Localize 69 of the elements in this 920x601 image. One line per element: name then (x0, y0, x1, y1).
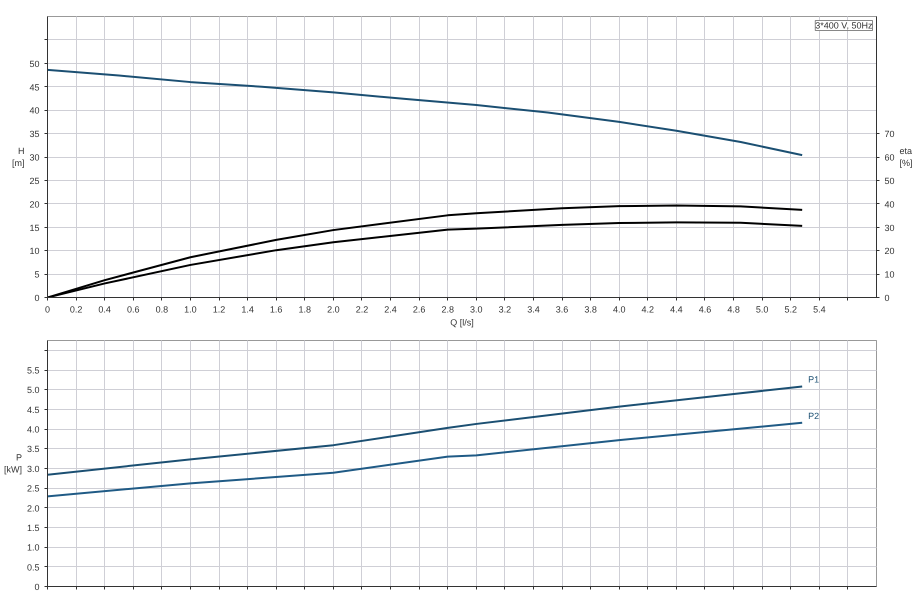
y-tick-label: 5.5 (26, 366, 40, 376)
y2-tick-label: 30 (884, 222, 895, 233)
series-label: P2 (808, 410, 820, 421)
x-tick-label: 2.2 (356, 304, 368, 314)
x-tick-label: 3.8 (584, 304, 597, 314)
y-tick-label: 5.0 (26, 385, 40, 396)
x-tick-label: 1.4 (241, 304, 254, 314)
y-tick-label: 50 (29, 58, 40, 69)
line-series (48, 422, 804, 498)
y-tick-label: 20 (29, 199, 40, 210)
x-tick-label: 2.0 (327, 304, 340, 314)
y-tick-label: 4.0 (26, 424, 40, 435)
y2-tick-label: 10 (884, 270, 895, 280)
x-tick-label: 4.6 (698, 304, 712, 314)
x-tick-label: 3.0 (470, 304, 483, 314)
y-axis-title: H [m] (12, 146, 24, 168)
y2-axis-title: eta [%] (900, 146, 913, 168)
y-tick-label: 0 (34, 582, 40, 592)
annotation: 3*400 V, 50Hz (815, 20, 873, 30)
x-tick-label: 0.8 (156, 304, 168, 314)
y2-tick-label: 70 (884, 129, 895, 140)
line-series (48, 386, 804, 476)
x-axis-title: Q [l/s] (450, 318, 474, 328)
y-tick-label: 15 (29, 222, 40, 233)
x-tick-label: 5.0 (756, 304, 768, 314)
y-tick-label: 1.5 (26, 522, 40, 533)
x-tick-label: 5.2 (784, 304, 797, 314)
y-tick-label: 0.5 (26, 562, 40, 572)
y-tick-label: 45 (29, 82, 40, 92)
y-tick-label: 0 (34, 293, 40, 303)
y-tick-label: 40 (29, 106, 40, 116)
y2-tick-label: 0 (884, 293, 890, 303)
y-tick-label: 25 (29, 176, 40, 186)
y-tick-label: 30 (29, 152, 40, 162)
x-tick-label: 3.6 (556, 304, 568, 314)
y2-tick-label: 20 (884, 246, 895, 256)
x-tick-label: 4.2 (642, 304, 654, 314)
x-tick-label: 5.4 (813, 304, 826, 314)
x-tick-label: 0 (44, 304, 50, 314)
y-tick-label: 4.5 (26, 404, 40, 415)
y-tick-label: 3.0 (26, 464, 40, 474)
x-tick-label: 4.8 (727, 304, 740, 314)
x-tick-label: 2.8 (441, 304, 454, 314)
y-axis-title: P [kW] (4, 452, 22, 474)
x-tick-label: 1.2 (212, 304, 226, 314)
x-tick-label: 1.6 (270, 304, 282, 314)
x-tick-label: 4.4 (670, 304, 683, 314)
line-series (48, 68, 804, 156)
y-tick-label: 3.5 (26, 444, 40, 454)
x-tick-label: 0.4 (98, 304, 111, 314)
x-tick-label: 1.8 (298, 304, 312, 314)
x-tick-label: 3.4 (527, 304, 540, 314)
y-tick-label: 10 (29, 246, 40, 256)
y2-tick-label: 60 (884, 152, 895, 162)
x-tick-label: 2.6 (412, 304, 426, 314)
y-tick-label: 1.0 (26, 542, 40, 553)
y2-tick-label: 40 (884, 199, 895, 210)
x-tick-label: 1.0 (184, 304, 197, 314)
x-tick-label: 0.2 (70, 304, 82, 314)
y-tick-label: 2.0 (26, 503, 40, 514)
x-tick-label: 2.4 (384, 304, 397, 314)
series-label: P1 (808, 374, 820, 385)
y2-tick-label: 50 (884, 176, 895, 186)
y-tick-label: 5 (34, 270, 40, 280)
y-tick-label: 35 (29, 129, 40, 140)
x-tick-label: 4.0 (612, 304, 626, 314)
x-tick-label: 3.2 (498, 304, 512, 314)
x-tick-label: 0.6 (127, 304, 140, 314)
y-tick-label: 2.5 (26, 484, 40, 494)
